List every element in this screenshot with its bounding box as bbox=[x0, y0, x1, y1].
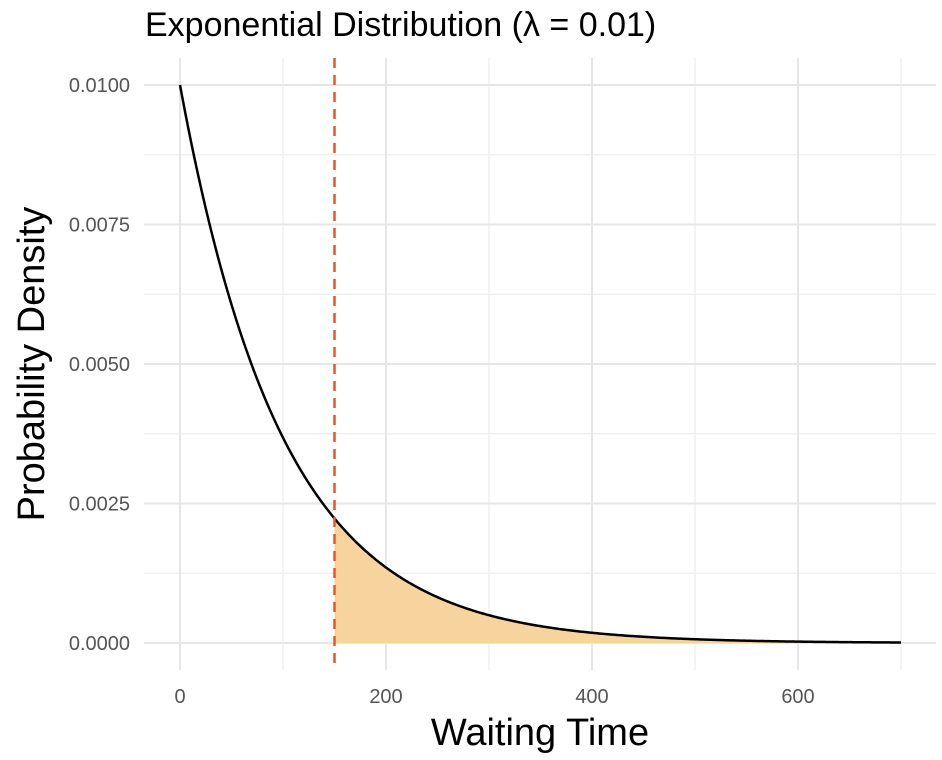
x-axis-ticks: 0 200 400 600 bbox=[174, 686, 814, 708]
chart-title: Exponential Distribution (λ = 0.01) bbox=[145, 6, 656, 44]
density-curve bbox=[178, 84, 902, 644]
y-tick-label: 0.0100 bbox=[69, 75, 130, 97]
y-axis-title: Probability Density bbox=[11, 207, 53, 522]
y-tick-label: 0.0025 bbox=[69, 494, 130, 516]
x-tick-label: 0 bbox=[174, 686, 185, 708]
shaded-tail-area bbox=[334, 518, 901, 643]
y-tick-label: 0.0050 bbox=[69, 354, 130, 376]
y-tick-label: 0.0075 bbox=[69, 215, 130, 237]
y-tick-label: 0.0000 bbox=[69, 633, 130, 655]
x-axis-title: Waiting Time bbox=[431, 712, 649, 754]
x-tick-label: 400 bbox=[575, 686, 608, 708]
y-axis-ticks: 0.0000 0.0025 0.0050 0.0075 0.0100 bbox=[69, 75, 130, 655]
x-tick-label: 200 bbox=[369, 686, 402, 708]
x-tick-label: 600 bbox=[781, 686, 814, 708]
grid bbox=[144, 58, 936, 670]
